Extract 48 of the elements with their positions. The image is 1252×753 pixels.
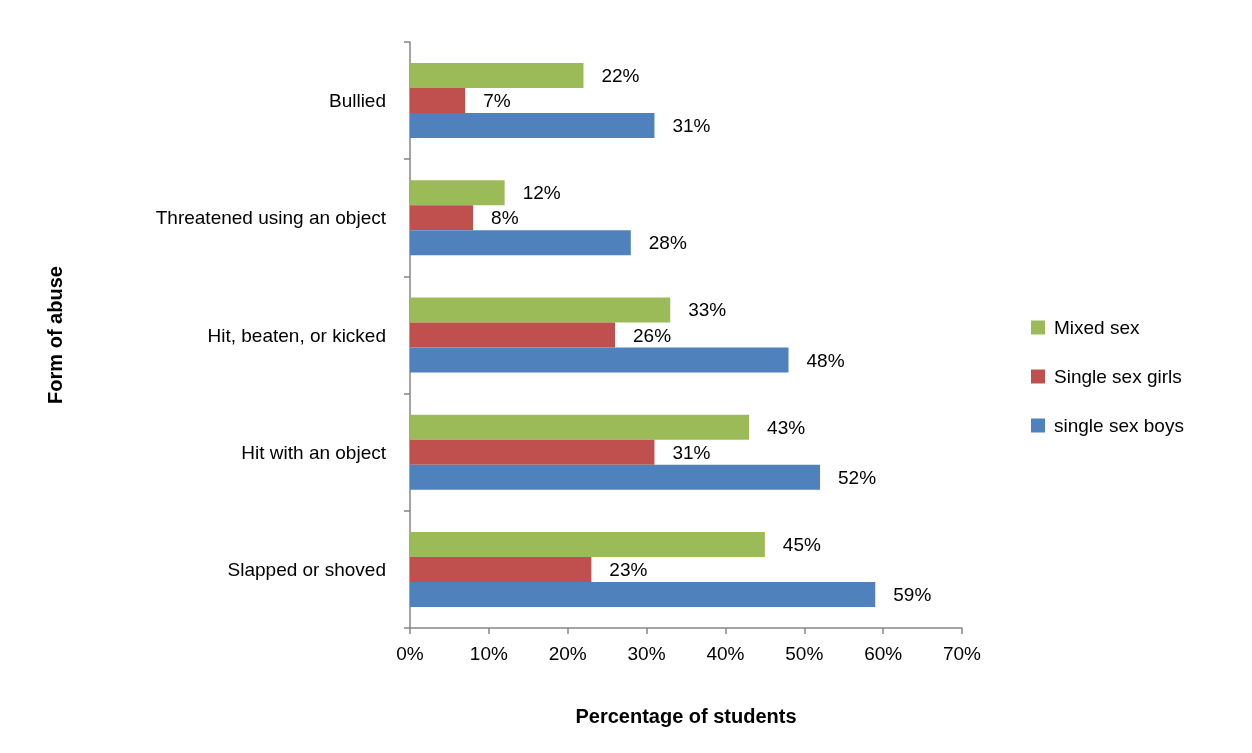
x-tick-label: 60% (864, 643, 903, 664)
x-tick-label: 0% (396, 643, 424, 664)
x-tick-label: 20% (548, 643, 587, 664)
x-tick-label: 30% (627, 643, 666, 664)
x-axis-title: Percentage of students (575, 705, 797, 727)
bar (410, 556, 592, 582)
y-tick-label: Hit, beaten, or kicked (207, 324, 386, 346)
bar (410, 113, 655, 139)
bar (410, 347, 789, 373)
y-tick-label: Slapped or shoved (227, 558, 386, 580)
bar (410, 88, 466, 114)
bar (410, 531, 765, 557)
bar (410, 581, 876, 607)
data-label: 22% (601, 65, 640, 87)
legend-label: Mixed sex (1054, 317, 1141, 338)
x-tick-label: 70% (942, 643, 982, 664)
data-label: 31% (672, 441, 711, 463)
y-tick-label: Hit with an object (241, 441, 387, 463)
x-tick-label: 10% (469, 643, 508, 664)
y-axis-title: Form of abuse (44, 266, 66, 404)
legend-label: Single sex girls (1054, 366, 1182, 387)
x-tick-label: 40% (706, 643, 745, 664)
data-label: 28% (648, 232, 687, 254)
bar (410, 205, 474, 231)
data-label: 43% (767, 416, 806, 438)
data-label: 48% (806, 349, 845, 371)
x-tick-label: 50% (785, 643, 824, 664)
bar (410, 230, 631, 256)
bar (410, 322, 616, 348)
data-label: 59% (893, 583, 932, 605)
data-label: 26% (633, 324, 672, 346)
bar (410, 297, 671, 323)
bar (410, 439, 655, 465)
bar (410, 464, 821, 490)
data-label: 8% (491, 207, 519, 229)
y-tick-label: Threatened using an object (155, 207, 387, 229)
data-label: 7% (483, 90, 511, 112)
data-label: 31% (672, 115, 711, 137)
data-label: 33% (688, 299, 727, 321)
bar (410, 180, 505, 206)
data-label: 52% (838, 466, 877, 488)
bar (410, 414, 750, 440)
data-label: 23% (609, 558, 648, 580)
legend-label: single sex boys (1054, 415, 1184, 436)
data-label: 12% (522, 182, 561, 204)
data-label: 45% (782, 533, 821, 555)
bar (410, 63, 584, 89)
y-tick-label: Bullied (328, 90, 386, 112)
